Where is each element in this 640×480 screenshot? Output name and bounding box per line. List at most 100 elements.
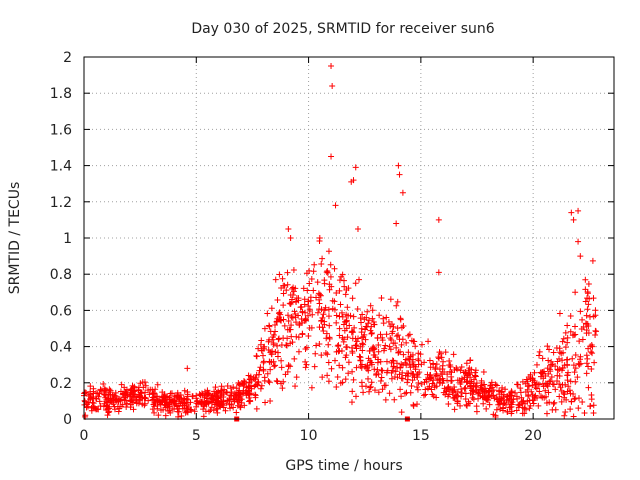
data-point (147, 386, 154, 393)
data-point (305, 312, 312, 319)
data-point (398, 361, 405, 368)
data-point (522, 380, 529, 387)
data-point (150, 401, 157, 408)
data-point (409, 359, 416, 366)
data-point (454, 377, 461, 384)
data-point (199, 391, 206, 398)
data-point (308, 384, 315, 391)
data-point (327, 273, 334, 280)
y-tick-label: 0.6 (50, 303, 72, 319)
data-point (303, 344, 310, 351)
data-point (545, 389, 552, 396)
data-point (400, 323, 407, 330)
data-point (283, 342, 290, 349)
data-point (582, 298, 589, 305)
data-point (377, 377, 384, 384)
data-point (280, 335, 287, 342)
data-point (513, 407, 520, 414)
data-point (317, 291, 324, 298)
data-point (187, 406, 194, 413)
data-point (507, 392, 514, 399)
data-point (305, 302, 312, 309)
data-point (287, 235, 294, 241)
data-point (390, 340, 397, 347)
data-point (310, 287, 317, 294)
data-point (321, 280, 328, 287)
data-point (554, 358, 561, 365)
data-point (485, 392, 492, 399)
data-point (381, 382, 388, 389)
data-point (344, 334, 351, 341)
data-point (291, 355, 298, 362)
data-point (352, 342, 359, 349)
data-point (356, 353, 363, 360)
data-point (284, 368, 291, 375)
data-point (133, 398, 140, 405)
data-point (348, 344, 355, 351)
data-point (542, 393, 549, 400)
data-point (177, 391, 184, 398)
data-point (219, 402, 226, 409)
data-point (347, 312, 354, 319)
data-point (470, 396, 477, 403)
data-point (366, 388, 373, 395)
data-point (307, 294, 314, 301)
data-point (295, 312, 302, 319)
data-point (359, 311, 366, 318)
data-point (334, 373, 341, 380)
data-point (273, 377, 280, 384)
data-point (348, 328, 355, 335)
data-point (338, 273, 345, 280)
data-point (336, 287, 343, 294)
y-tick-label: 1.4 (50, 159, 72, 175)
data-point (139, 379, 146, 386)
data-point (215, 400, 222, 407)
data-point (233, 409, 240, 416)
data-point (116, 405, 123, 412)
data-point (258, 347, 265, 354)
data-point (483, 405, 490, 412)
data-point (354, 306, 361, 313)
data-point (343, 286, 350, 293)
data-point (364, 364, 371, 371)
x-tick-label: 5 (192, 428, 201, 444)
data-point (325, 341, 332, 348)
data-point (328, 63, 335, 70)
data-point (571, 369, 578, 376)
data-point (293, 374, 300, 381)
data-point (349, 295, 356, 302)
data-point (241, 402, 248, 409)
data-point (149, 397, 156, 404)
data-point (579, 336, 586, 343)
data-point (406, 331, 413, 338)
data-point (583, 326, 590, 333)
data-point (101, 400, 108, 407)
data-point (409, 370, 416, 377)
data-point (123, 404, 130, 411)
data-point (384, 367, 391, 374)
data-point (434, 377, 441, 384)
data-point (298, 315, 305, 322)
data-point (291, 308, 298, 315)
data-point (400, 351, 407, 358)
data-point (470, 388, 477, 395)
data-point (518, 394, 525, 401)
data-point (313, 294, 320, 301)
data-point (397, 315, 404, 322)
data-point (82, 412, 89, 419)
data-point (325, 359, 332, 366)
data-point (556, 310, 563, 317)
data-point (270, 340, 277, 347)
data-point (189, 393, 196, 400)
data-point (261, 343, 268, 350)
data-point (531, 393, 538, 400)
data-point (451, 367, 458, 374)
x-tick-label: 0 (80, 428, 89, 444)
data-point (163, 394, 170, 401)
data-point (576, 338, 583, 345)
data-point (499, 384, 506, 391)
data-point (162, 402, 169, 409)
data-point (473, 380, 480, 387)
x-axis-label: GPS time / hours (285, 458, 402, 474)
